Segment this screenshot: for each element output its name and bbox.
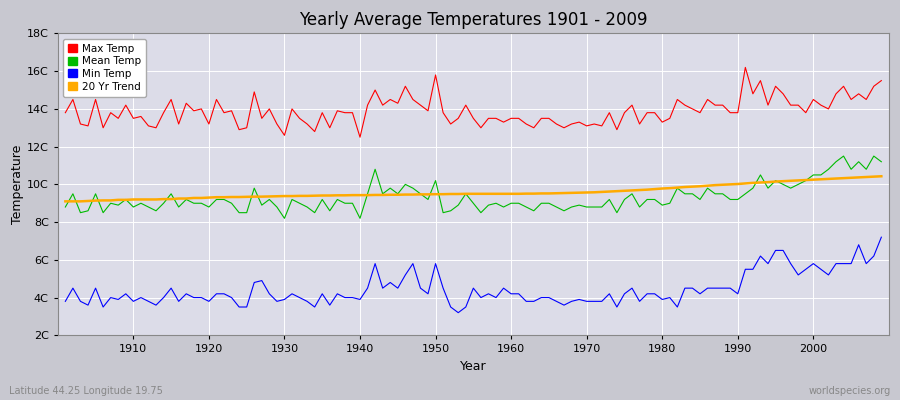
Text: Latitude 44.25 Longitude 19.75: Latitude 44.25 Longitude 19.75 — [9, 386, 163, 396]
Text: worldspecies.org: worldspecies.org — [809, 386, 891, 396]
Y-axis label: Temperature: Temperature — [11, 145, 24, 224]
X-axis label: Year: Year — [460, 360, 487, 373]
Legend: Max Temp, Mean Temp, Min Temp, 20 Yr Trend: Max Temp, Mean Temp, Min Temp, 20 Yr Tre… — [63, 39, 146, 97]
Title: Yearly Average Temperatures 1901 - 2009: Yearly Average Temperatures 1901 - 2009 — [299, 11, 648, 29]
